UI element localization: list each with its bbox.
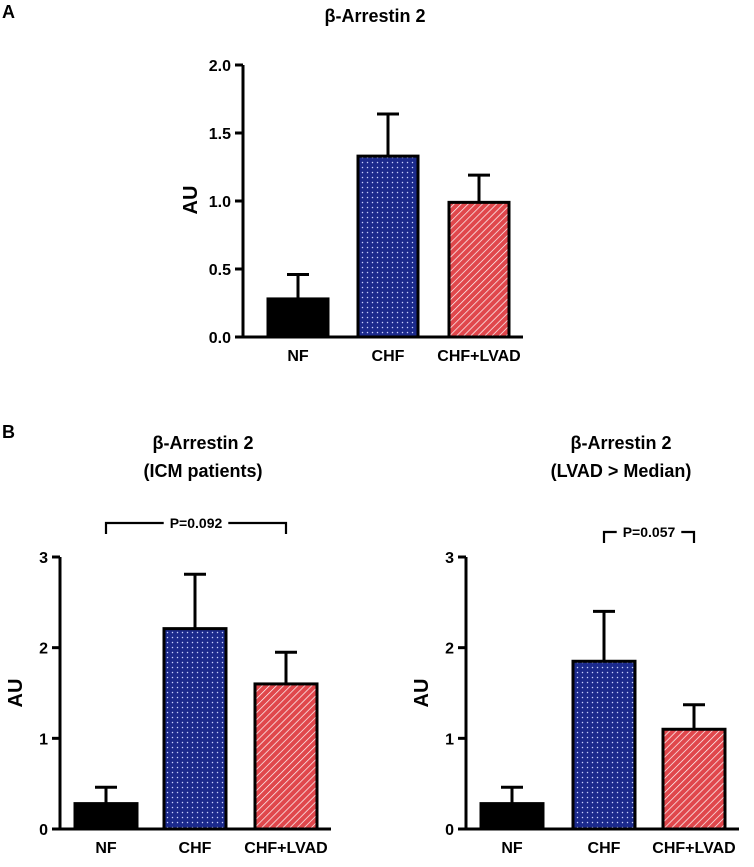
y-tick-label: 1 <box>39 731 48 748</box>
bar-chf <box>162 627 228 831</box>
y-tick-label: 3 <box>39 550 48 567</box>
bar-chf <box>356 154 420 339</box>
y-tick-label: 1.5 <box>209 126 231 143</box>
bar-nf <box>266 297 330 339</box>
category-label: CHF+LVAD <box>244 840 327 857</box>
significance-bracket-right <box>228 521 288 534</box>
category-label: CHF+LVAD <box>437 348 520 365</box>
bar-chf-lvad <box>661 727 727 831</box>
y-axis-label: AU <box>5 679 27 708</box>
chart-panel-b-right: β-Arrestin 2 (LVAD > Median) AU 0 1 2 3 NF CHF CH… <box>411 433 739 857</box>
significance-bracket-left <box>104 521 164 534</box>
category-label: CHF <box>372 348 405 365</box>
y-tick-label: 1.0 <box>209 194 231 211</box>
chart-title: β-Arrestin 2 <box>152 433 253 453</box>
bar-nf <box>479 802 545 831</box>
category-label: NF <box>95 840 117 857</box>
bar-chf <box>571 659 637 831</box>
y-tick-label: 0.0 <box>209 330 231 347</box>
chart-subtitle: (ICM patients) <box>144 461 263 481</box>
chart-title: β-Arrestin 2 <box>570 433 671 453</box>
chart-subtitle: (LVAD > Median) <box>551 461 692 481</box>
category-label: CHF+LVAD <box>652 840 735 857</box>
y-tick-label: 1 <box>445 731 454 748</box>
y-tick-label: 2 <box>39 641 48 658</box>
significance-bracket-left <box>602 530 617 543</box>
p-value-label: P=0.057 <box>623 524 676 540</box>
y-tick-label: 2.0 <box>209 58 231 75</box>
category-label: NF <box>287 348 309 365</box>
panel-label-a: A <box>2 2 15 22</box>
bar-chf-lvad <box>253 682 319 831</box>
category-label: NF <box>501 840 523 857</box>
significance-bracket-right <box>681 530 696 543</box>
bar-nf <box>73 802 139 831</box>
y-tick-label: 2 <box>445 641 454 658</box>
panel-label-b: B <box>2 422 15 442</box>
chart-title: β-Arrestin 2 <box>324 6 425 26</box>
y-tick-label: 0 <box>39 822 48 839</box>
y-tick-label: 3 <box>445 550 454 567</box>
y-axis-label: AU <box>180 186 202 215</box>
bar-chf-lvad <box>447 200 511 339</box>
category-label: CHF <box>588 840 621 857</box>
p-value-label: P=0.092 <box>170 515 223 531</box>
y-tick-label: 0 <box>445 822 454 839</box>
chart-panel-a: β-Arrestin 2 AU 0.0 0.5 1.0 1.5 2.0 NF CHF CHF+LV… <box>180 6 523 365</box>
chart-panel-b-left: β-Arrestin 2 (ICM patients) AU 0 1 2 3 NF CHF CHF… <box>5 433 331 857</box>
y-tick-label: 0.5 <box>209 262 231 279</box>
category-label: CHF <box>179 840 212 857</box>
y-axis-label: AU <box>411 679 433 708</box>
